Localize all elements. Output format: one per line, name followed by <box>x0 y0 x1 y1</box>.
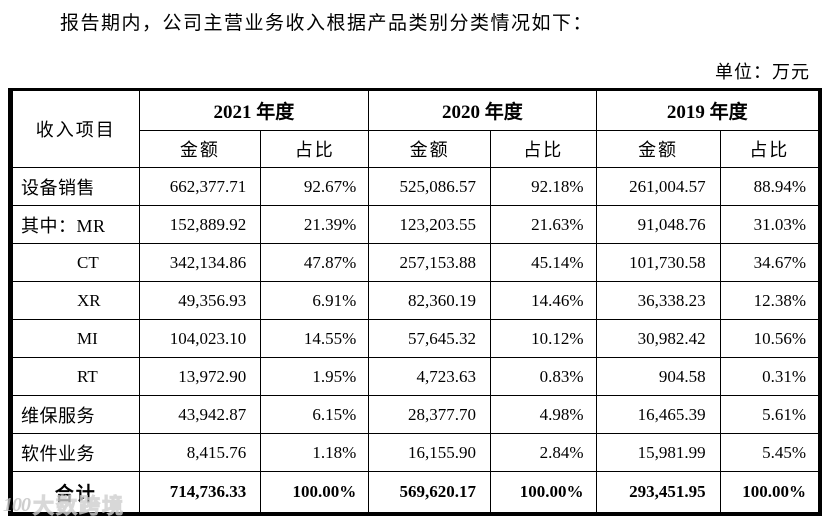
table-row-equipment-sales: 设备销售 662,377.71 92.67% 525,086.57 92.18%… <box>12 167 820 206</box>
table-cell: 43,942.87 <box>138 395 262 434</box>
table-cell: 10.56% <box>719 319 820 358</box>
table-row-software: 软件业务 8,415.76 1.18% 16,155.90 2.84% 15,9… <box>12 433 820 472</box>
ratio-header-2019: 占比 <box>719 130 820 168</box>
ratio-header-2020: 占比 <box>489 130 597 168</box>
table-cell: 49,356.93 <box>138 281 262 320</box>
table-cell: 714,736.33 <box>138 471 262 513</box>
table-cell: 8,415.76 <box>138 433 262 472</box>
table-row-ct: CT 342,134.86 47.87% 257,153.88 45.14% 1… <box>12 243 820 282</box>
table-cell: 21.39% <box>260 205 370 244</box>
table-cell: 342,134.86 <box>138 243 262 282</box>
table-cell: 123,203.55 <box>368 205 491 244</box>
table-cell: 525,086.57 <box>368 167 491 206</box>
table-cell: 92.18% <box>489 167 597 206</box>
header-row-years: 收入项目 2021 年度 2020 年度 2019 年度 <box>12 90 820 168</box>
table-cell: 0.83% <box>489 357 597 396</box>
table-cell: 569,620.17 <box>368 471 491 513</box>
table-row-mr: 其中：MR 152,889.92 21.39% 123,203.55 21.63… <box>12 205 820 244</box>
amount-header-2021: 金额 <box>138 130 262 168</box>
table-row-total: 合计 714,736.33 100.00% 569,620.17 100.00%… <box>12 471 820 513</box>
table-row-xr: XR 49,356.93 6.91% 82,360.19 14.46% 36,3… <box>12 281 820 320</box>
table-cell: 31.03% <box>719 205 820 244</box>
table-cell: 36,338.23 <box>595 281 721 320</box>
table-cell: 101,730.58 <box>595 243 721 282</box>
amount-header-2020: 金额 <box>368 130 491 168</box>
corner-header: 收入项目 <box>12 90 140 168</box>
table-cell: 91,048.76 <box>595 205 721 244</box>
revenue-by-product-table: 收入项目 2021 年度 2020 年度 2019 年度 金额 占比 金额 占比… <box>12 90 820 513</box>
table-cell: 45.14% <box>489 243 597 282</box>
ratio-header-2021: 占比 <box>260 130 370 168</box>
year-header-2021: 2021 年度 <box>138 90 370 131</box>
table-cell: 88.94% <box>719 167 820 206</box>
table-cell: 5.45% <box>719 433 820 472</box>
table-cell: 15,981.99 <box>595 433 721 472</box>
table-cell: 21.63% <box>489 205 597 244</box>
amount-header-2019: 金额 <box>595 130 721 168</box>
table-cell: 13,972.90 <box>138 357 262 396</box>
row-label: XR <box>12 281 140 320</box>
table-cell: 0.31% <box>719 357 820 396</box>
table-cell: 1.18% <box>260 433 370 472</box>
row-label: 软件业务 <box>12 433 140 472</box>
revenue-table-container: 收入项目 2021 年度 2020 年度 2019 年度 金额 占比 金额 占比… <box>8 88 822 516</box>
table-cell: 662,377.71 <box>138 167 262 206</box>
table-cell: 100.00% <box>260 471 370 513</box>
table-cell: 82,360.19 <box>368 281 491 320</box>
table-cell: 34.67% <box>719 243 820 282</box>
table-cell: 5.61% <box>719 395 820 434</box>
table-cell: 6.15% <box>260 395 370 434</box>
table-cell: 57,645.32 <box>368 319 491 358</box>
unit-label: 单位：万元 <box>715 62 810 82</box>
table-cell: 28,377.70 <box>368 395 491 434</box>
table-cell: 152,889.92 <box>138 205 262 244</box>
table-cell: 92.67% <box>260 167 370 206</box>
table-cell: 10.12% <box>489 319 597 358</box>
table-cell: 14.55% <box>260 319 370 358</box>
table-cell: 12.38% <box>719 281 820 320</box>
year-header-2020: 2020 年度 <box>368 90 597 131</box>
table-cell: 293,451.95 <box>595 471 721 513</box>
row-label: 合计 <box>12 471 140 513</box>
table-cell: 104,023.10 <box>138 319 262 358</box>
table-cell: 6.91% <box>260 281 370 320</box>
table-cell: 904.58 <box>595 357 721 396</box>
table-cell: 16,155.90 <box>368 433 491 472</box>
intro-text: 报告期内，公司主营业务收入根据产品类别分类情况如下： <box>60 13 594 34</box>
table-cell: 4,723.63 <box>368 357 491 396</box>
row-label: 维保服务 <box>12 395 140 434</box>
table-cell: 4.98% <box>489 395 597 434</box>
table-row-maintenance: 维保服务 43,942.87 6.15% 28,377.70 4.98% 16,… <box>12 395 820 434</box>
table-cell: 47.87% <box>260 243 370 282</box>
table-cell: 1.95% <box>260 357 370 396</box>
table-cell: 100.00% <box>719 471 820 513</box>
table-cell: 2.84% <box>489 433 597 472</box>
year-header-2019: 2019 年度 <box>595 90 820 131</box>
header-row-sub: 金额 占比 金额 占比 金额 占比 <box>13 130 820 168</box>
row-label: 设备销售 <box>12 167 140 206</box>
table-row-mi: MI 104,023.10 14.55% 57,645.32 10.12% 30… <box>12 319 820 358</box>
row-label: 其中：MR <box>12 205 140 244</box>
table-cell: 30,982.42 <box>595 319 721 358</box>
row-label: MI <box>12 319 140 358</box>
table-cell: 14.46% <box>489 281 597 320</box>
row-label: RT <box>12 357 140 396</box>
table-cell: 100.00% <box>489 471 597 513</box>
table-row-rt: RT 13,972.90 1.95% 4,723.63 0.83% 904.58… <box>12 357 820 396</box>
table-cell: 261,004.57 <box>595 167 721 206</box>
table-cell: 16,465.39 <box>595 395 721 434</box>
table-cell: 257,153.88 <box>368 243 491 282</box>
row-label: CT <box>12 243 140 282</box>
